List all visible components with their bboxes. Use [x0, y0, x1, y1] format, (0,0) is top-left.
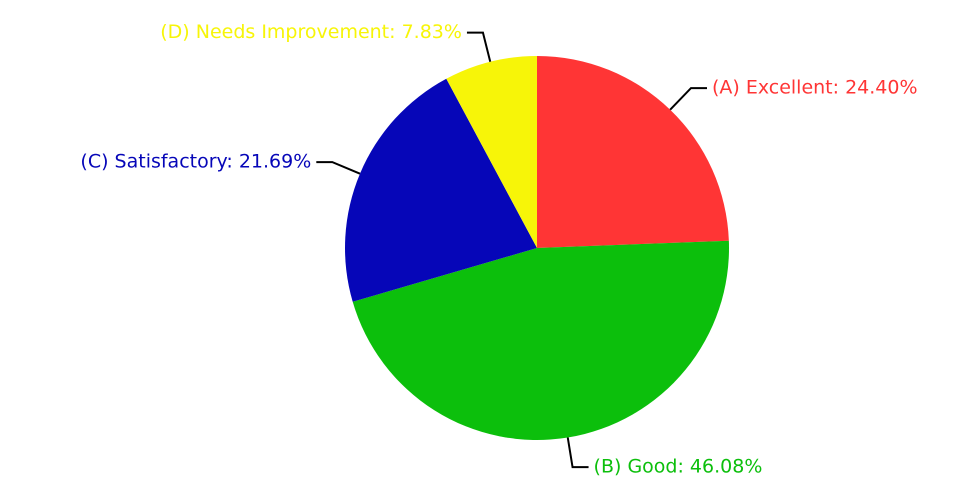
slice-label: (A) Excellent: 24.40%: [712, 77, 918, 99]
pie-slice: [446, 56, 537, 248]
slice-label: (D) Needs Improvement: 7.83%: [160, 21, 462, 43]
leader-line: [466, 31, 492, 63]
pie-slice: [537, 56, 729, 248]
pie-slice: [352, 240, 729, 441]
slice-label: (C) Satisfactory: 21.69%: [80, 151, 311, 173]
pie-slice: [344, 78, 537, 302]
leader-line: [566, 437, 589, 469]
slice-label: (B) Good: 46.08%: [594, 456, 763, 478]
leader-line: [669, 87, 707, 111]
leader-line: [316, 161, 361, 175]
